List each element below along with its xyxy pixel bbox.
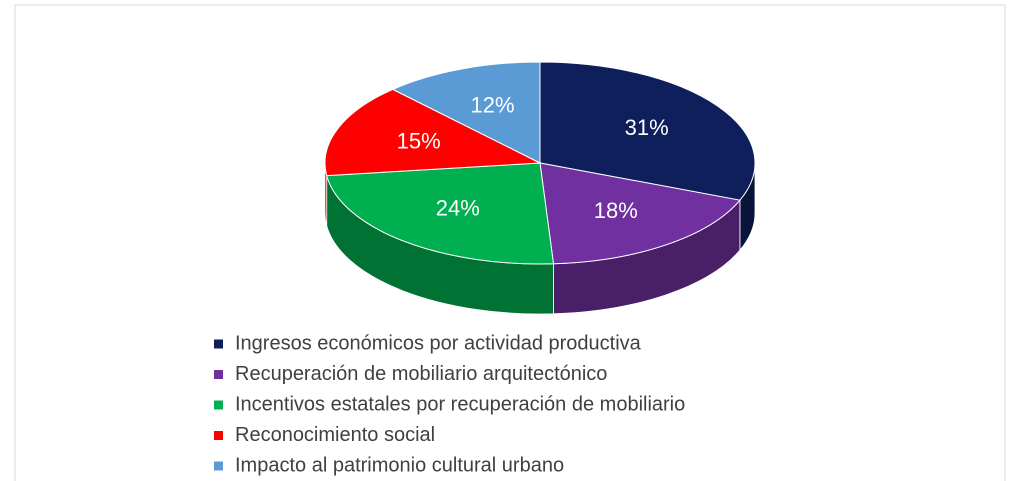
data-label: 15% [397, 128, 441, 153]
data-label: 12% [470, 92, 514, 117]
pie-slice [539, 61, 756, 201]
pie-slice [539, 162, 741, 265]
legend-label: Impacto al patrimonio cultural urbano [235, 454, 564, 476]
legend-swatch [214, 400, 223, 410]
pie-slice [391, 61, 541, 164]
legend-swatch [214, 461, 223, 471]
data-label: 18% [594, 198, 638, 223]
pie-slice [326, 162, 555, 265]
legend-label: Reconocimiento social [235, 424, 435, 446]
data-label: 31% [625, 115, 669, 140]
data-label: 24% [436, 196, 480, 221]
legend-label: Ingresos económicos por actividad produc… [235, 332, 642, 354]
legend-swatch [214, 370, 223, 379]
legend-label: Recuperación de mobiliario arquitectónic… [235, 363, 607, 385]
legend-swatch [214, 339, 223, 349]
legend-swatch [214, 431, 223, 440]
legend-label: Incentivos estatales por recuperación de… [235, 393, 685, 415]
pie-slice [324, 88, 542, 177]
